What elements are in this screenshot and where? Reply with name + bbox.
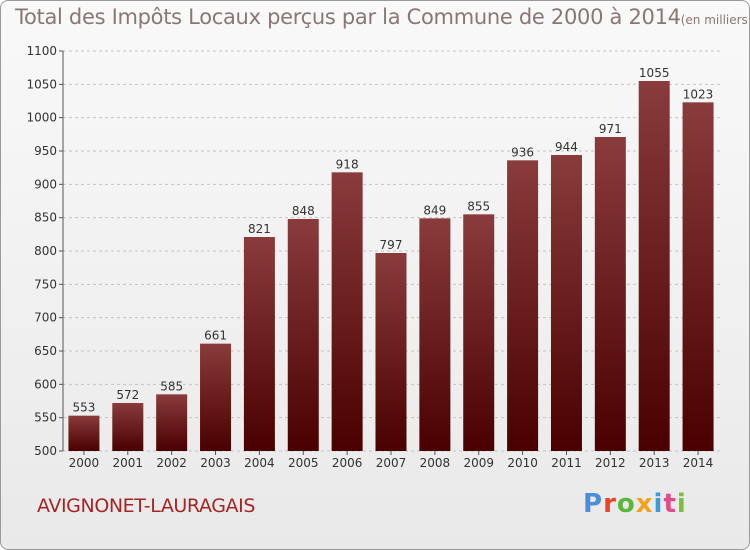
- y-tick-label: 500: [34, 444, 57, 458]
- data-label-2009: 855: [467, 199, 490, 213]
- y-tick-label: 700: [34, 311, 57, 325]
- chart-title: Total des Impôts Locaux perçus par la Co…: [15, 5, 749, 29]
- proxiti-logo: Proxiti: [583, 489, 687, 519]
- x-tick-label-2011: 2011: [551, 456, 582, 470]
- bar-2009: [463, 214, 495, 451]
- x-tick-label-2006: 2006: [332, 456, 363, 470]
- bar-2005: [287, 219, 319, 451]
- x-tick-label-2012: 2012: [595, 456, 626, 470]
- y-axis-ticks: 500 550 600 650 700 750 800 850 900 950 1000 1050 11…: [26, 44, 63, 458]
- x-tick-label-2007: 2007: [376, 456, 407, 470]
- bar-2013: [638, 81, 670, 451]
- chart-title-text: Total des Impôts Locaux perçus par la Co…: [15, 5, 681, 29]
- x-tick-label-2009: 2009: [463, 456, 494, 470]
- data-label-2014: 1023: [683, 87, 714, 101]
- bar-2003: [200, 343, 232, 451]
- data-label-2005: 848: [292, 204, 315, 218]
- y-tick-label: 900: [34, 177, 57, 191]
- data-label-2010: 936: [511, 145, 534, 159]
- y-tick-label: 1000: [26, 111, 57, 125]
- brand-letter: P: [583, 489, 604, 519]
- x-tick-label-2014: 2014: [683, 456, 714, 470]
- y-tick-label: 550: [34, 411, 57, 425]
- x-tick-label-2005: 2005: [288, 456, 319, 470]
- x-tick-label-2013: 2013: [639, 456, 670, 470]
- y-tick-label: 800: [34, 244, 57, 258]
- brand-letter: i: [653, 489, 664, 519]
- bar-2014: [682, 102, 714, 451]
- y-tick-label: 600: [34, 377, 57, 391]
- data-label-2004: 821: [248, 222, 271, 236]
- chart-subtitle: (en milliers d'€): [680, 13, 749, 27]
- data-label-2002: 585: [160, 379, 183, 393]
- brand-letter: t: [663, 489, 677, 519]
- x-tick-label-2008: 2008: [420, 456, 451, 470]
- data-labels: 553 572 585 661 821 848 918 797 849 855 936 944 971 1…: [72, 66, 713, 415]
- bar-2002: [156, 394, 188, 451]
- brand-letter: i: [676, 489, 687, 519]
- bars: [68, 81, 714, 452]
- data-label-2003: 661: [204, 329, 227, 343]
- x-tick-label-2003: 2003: [200, 456, 231, 470]
- commune-name: AVIGNONET-LAURAGAIS: [37, 495, 256, 517]
- bar-2006: [331, 172, 363, 452]
- y-tick-label: 1100: [26, 44, 57, 58]
- data-label-2001: 572: [116, 388, 139, 402]
- brand-letter: r: [603, 489, 617, 519]
- x-tick-label-2001: 2001: [113, 456, 144, 470]
- y-tick-label: 750: [34, 277, 57, 291]
- x-tick-label-2010: 2010: [507, 456, 538, 470]
- bar-2004: [243, 237, 275, 451]
- brand-letter: x: [635, 489, 654, 519]
- data-label-2006: 918: [336, 157, 359, 171]
- brand-letter: o: [616, 489, 636, 519]
- data-label-2012: 971: [599, 122, 622, 136]
- x-axis-ticks: 2000 2001 2002 2003 2004 2005 2006 2007 2008 2009…: [69, 451, 714, 470]
- x-tick-label-2000: 2000: [69, 456, 100, 470]
- data-label-2013: 1055: [639, 66, 670, 80]
- data-label-2007: 797: [380, 238, 403, 252]
- y-tick-label: 850: [34, 211, 57, 225]
- y-tick-label: 950: [34, 144, 57, 158]
- bar-2008: [419, 218, 451, 451]
- data-label-2000: 553: [72, 401, 95, 415]
- bar-2011: [550, 155, 582, 451]
- bar-2010: [507, 160, 539, 452]
- bar-2007: [375, 253, 407, 451]
- x-tick-label-2004: 2004: [244, 456, 275, 470]
- bar-2001: [112, 403, 144, 451]
- data-label-2011: 944: [555, 140, 578, 154]
- y-tick-label: 1050: [26, 77, 57, 91]
- bar-2012: [594, 137, 626, 451]
- data-label-2008: 849: [423, 203, 446, 217]
- bar-2000: [68, 415, 100, 451]
- y-tick-label: 650: [34, 344, 57, 358]
- x-tick-label-2002: 2002: [156, 456, 187, 470]
